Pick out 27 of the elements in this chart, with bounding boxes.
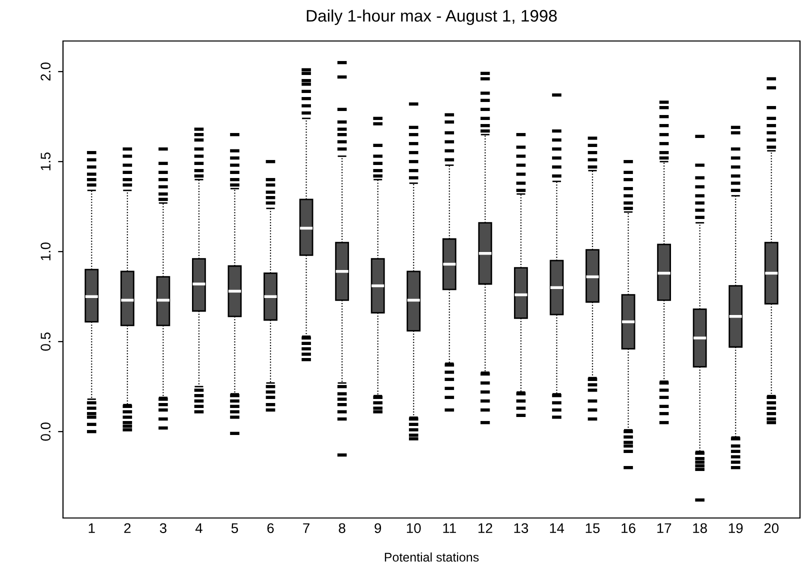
x-tick-label: 7 (303, 523, 310, 533)
x-tick-label: 3 (160, 523, 166, 534)
x-tick-label: 6 (267, 523, 274, 534)
x-tick-label: 10 (406, 523, 421, 534)
y-tick-label: 0.5 (40, 332, 51, 351)
chart-title: Daily 1-hour max - August 1, 1998 (306, 9, 557, 26)
x-tick-label: 15 (586, 523, 600, 534)
x-tick-label: 16 (622, 523, 636, 534)
x-tick-label: 9 (374, 523, 382, 534)
x-tick-label: 11 (443, 523, 456, 533)
y-tick-label: 1.5 (40, 152, 51, 170)
x-axis-title: Potential stations (384, 552, 479, 562)
y-tick-label: 1.0 (40, 242, 51, 260)
x-tick-label: 2 (124, 523, 131, 533)
x-tick-label: 8 (338, 523, 346, 534)
x-tick-label: 12 (478, 523, 492, 533)
x-tick-label: 17 (657, 523, 672, 533)
y-tick-label: 0.0 (40, 422, 51, 441)
x-tick-label: 14 (550, 523, 564, 533)
x-tick-label: 18 (693, 523, 707, 534)
x-tick-label: 1 (88, 523, 95, 533)
x-tick-label: 4 (195, 523, 202, 533)
x-tick-label: 5 (231, 523, 238, 534)
y-tick-label: 2.0 (40, 62, 51, 81)
x-tick-label: 20 (764, 523, 779, 534)
x-tick-label: 13 (514, 523, 528, 534)
x-tick-label: 19 (728, 523, 743, 534)
